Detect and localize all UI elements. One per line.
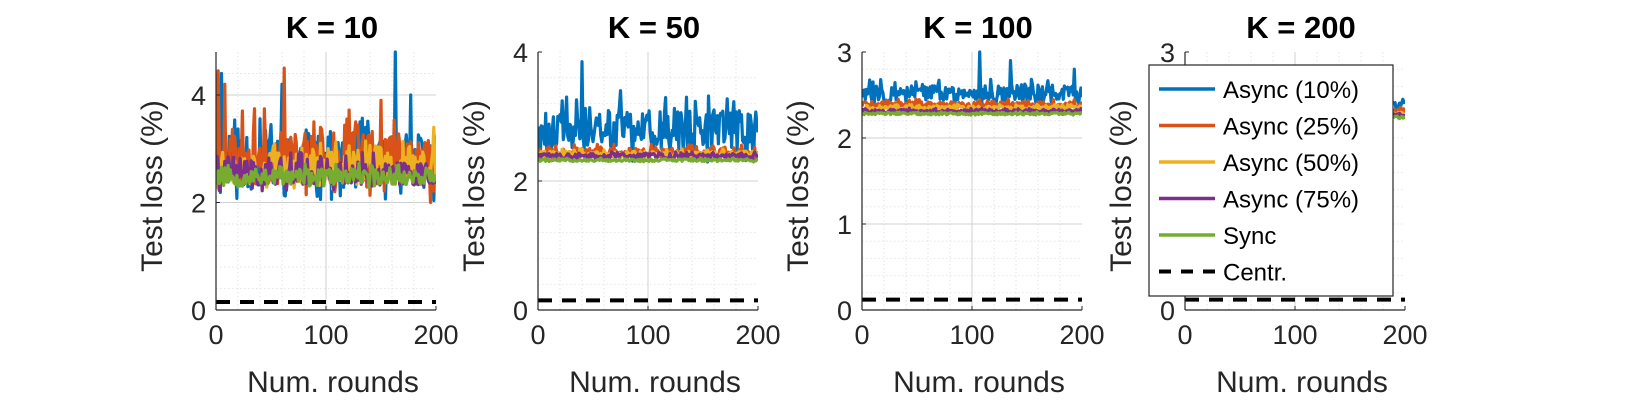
y-tick-label: 4 [513, 38, 528, 68]
x-tick-label: 200 [1059, 320, 1104, 350]
y-axis-label: Test loss (%) [782, 100, 815, 272]
x-axis-label: Num. rounds [247, 366, 419, 399]
legend-label: Async (50%) [1223, 150, 1359, 177]
x-tick-label: 100 [625, 320, 670, 350]
series-line-async-75 [862, 106, 1082, 115]
legend-entry-async-25: Async (25%) [1159, 114, 1359, 141]
x-tick-label: 200 [735, 320, 780, 350]
legend: Async (10%) Async (25%) Async (50%) Async (… [1148, 64, 1394, 297]
x-axis-label: Num. rounds [893, 366, 1065, 399]
series-line-async-10 [538, 60, 758, 164]
legend-entry-sync: Sync [1159, 223, 1276, 250]
x-tick-label: 200 [1382, 320, 1427, 350]
series-line-sync [862, 110, 1082, 117]
y-tick-label: 3 [837, 38, 852, 68]
y-tick-label: 0 [513, 296, 528, 326]
chart-title: K = 50 [608, 10, 700, 45]
legend-box [1148, 64, 1394, 297]
chart-title: K = 10 [286, 10, 378, 45]
y-tick-label: 0 [837, 296, 852, 326]
y-axis-label: Test loss (%) [136, 100, 169, 272]
y-axis-label: Test loss (%) [1105, 100, 1138, 272]
legend-label: Async (10%) [1223, 77, 1359, 104]
legend-label: Async (25%) [1223, 114, 1359, 141]
x-tick-label: 100 [949, 320, 994, 350]
x-tick-label: 0 [854, 320, 869, 350]
x-tick-label: 0 [208, 320, 223, 350]
x-axis-label: Num. rounds [569, 366, 741, 399]
chart-panel-3: 0 100 200 0 1 2 3 K = 100 Num. rounds Test loss (… [782, 10, 1105, 399]
y-tick-label: 2 [837, 124, 852, 154]
x-tick-label: 200 [413, 320, 458, 350]
series-line-async-75 [538, 150, 758, 162]
legend-label: Async (75%) [1223, 187, 1359, 214]
x-tick-label: 0 [1177, 320, 1192, 350]
y-tick-label: 4 [191, 81, 206, 111]
chart-panel-2: 0 100 200 0 2 4 K = 50 Num. rounds Test loss (%) [458, 10, 781, 399]
series-line-sync [216, 162, 436, 190]
y-tick-label: 0 [191, 296, 206, 326]
legend-entry-async-10: Async (10%) [1159, 77, 1359, 104]
y-tick-label: 1 [837, 210, 852, 240]
y-tick-label: 2 [513, 167, 528, 197]
legend-label: Centr. [1223, 260, 1287, 287]
series-group [538, 60, 758, 303]
y-tick-label: 2 [191, 189, 206, 219]
chart-title: K = 200 [1246, 10, 1355, 45]
series-line-async-50 [862, 102, 1082, 114]
series-line-sync [538, 156, 758, 164]
chart-title: K = 100 [923, 10, 1032, 45]
grid [538, 52, 758, 310]
series-line-async-10 [862, 50, 1082, 107]
y-tick-label: 3 [1160, 38, 1175, 68]
x-tick-label: 0 [530, 320, 545, 350]
y-axis-label: Test loss (%) [458, 100, 491, 272]
legend-entry-async-75: Async (75%) [1159, 187, 1359, 214]
x-axis-label: Num. rounds [1216, 366, 1388, 399]
x-tick-label: 100 [303, 320, 348, 350]
legend-entry-async-50: Async (50%) [1159, 150, 1359, 177]
chart-panel-1: 0 100 200 0 2 4 K = 10 Num. rounds Test loss (%) [136, 10, 459, 399]
x-tick-label: 100 [1272, 320, 1317, 350]
series-group [862, 50, 1082, 302]
y-tick-label: 0 [1160, 296, 1175, 326]
series-group [216, 50, 436, 304]
legend-label: Sync [1223, 223, 1276, 250]
legend-entry-centr: Centr. [1159, 260, 1287, 287]
